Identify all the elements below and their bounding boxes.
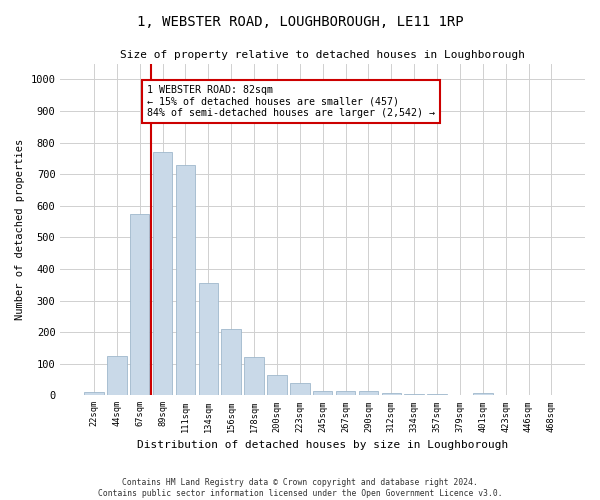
Bar	[359, 390, 378, 396]
X-axis label: Distribution of detached houses by size in Loughborough: Distribution of detached houses by size …	[137, 440, 508, 450]
Bar	[176, 164, 195, 396]
Bar	[336, 390, 355, 396]
Title: Size of property relative to detached houses in Loughborough: Size of property relative to detached ho…	[120, 50, 525, 60]
Bar	[130, 214, 149, 396]
Bar	[290, 384, 310, 396]
Bar	[267, 375, 287, 396]
Text: 1 WEBSTER ROAD: 82sqm
← 15% of detached houses are smaller (457)
84% of semi-det: 1 WEBSTER ROAD: 82sqm ← 15% of detached …	[147, 85, 435, 118]
Text: 1, WEBSTER ROAD, LOUGHBOROUGH, LE11 1RP: 1, WEBSTER ROAD, LOUGHBOROUGH, LE11 1RP	[137, 15, 463, 29]
Bar	[244, 358, 264, 396]
Bar	[153, 152, 172, 396]
Bar	[473, 393, 493, 396]
Bar	[221, 329, 241, 396]
Bar	[199, 283, 218, 396]
Bar	[313, 390, 332, 396]
Bar	[107, 356, 127, 396]
Bar	[404, 394, 424, 396]
Bar	[427, 394, 447, 396]
Y-axis label: Number of detached properties: Number of detached properties	[15, 139, 25, 320]
Bar	[382, 393, 401, 396]
Bar	[84, 392, 104, 396]
Text: Contains HM Land Registry data © Crown copyright and database right 2024.
Contai: Contains HM Land Registry data © Crown c…	[98, 478, 502, 498]
